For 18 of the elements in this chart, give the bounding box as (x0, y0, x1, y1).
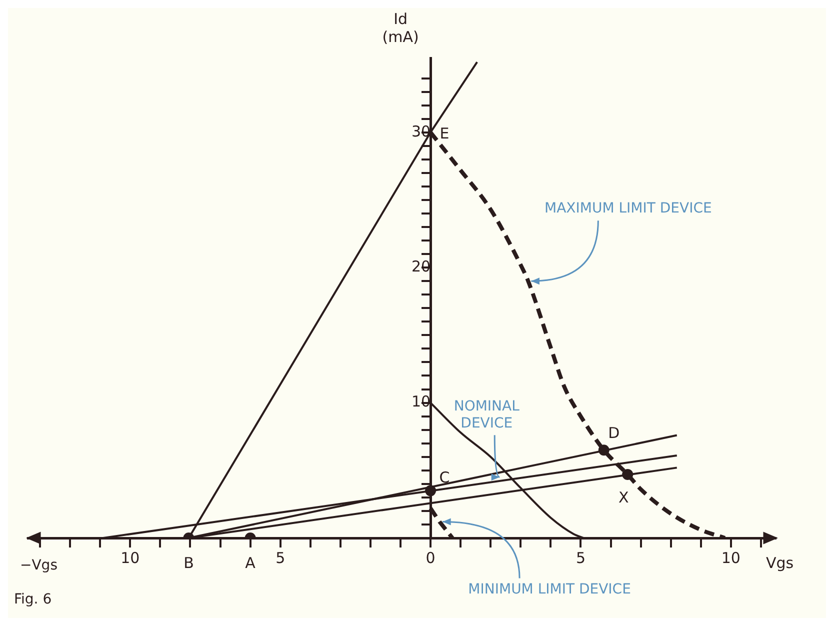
annotation: X (618, 488, 629, 506)
x-axis-title: Vgs (766, 554, 794, 572)
y-axis-title: Id (mA) (382, 10, 419, 46)
annotation: MINIMUM LIMIT DEVICE (468, 581, 631, 598)
annotation: MAXIMUM LIMIT DEVICE (544, 200, 712, 217)
annotation: NOMINAL DEVICE (454, 398, 520, 432)
x-tick-label: 0 (426, 548, 436, 567)
annotation: D (608, 424, 620, 442)
annotation: C (439, 468, 450, 487)
annotation: A (245, 554, 256, 572)
x-tick-label: 5 (276, 548, 286, 567)
text: −Vgs (20, 558, 58, 574)
annotation: E (440, 124, 450, 142)
caption: Fig. 6 (14, 592, 52, 608)
x-tick-label: 10 (721, 548, 740, 567)
x-tick-label: 5 (576, 548, 586, 567)
annotation: B (184, 554, 194, 572)
x-tick-label: 10 (120, 548, 140, 567)
